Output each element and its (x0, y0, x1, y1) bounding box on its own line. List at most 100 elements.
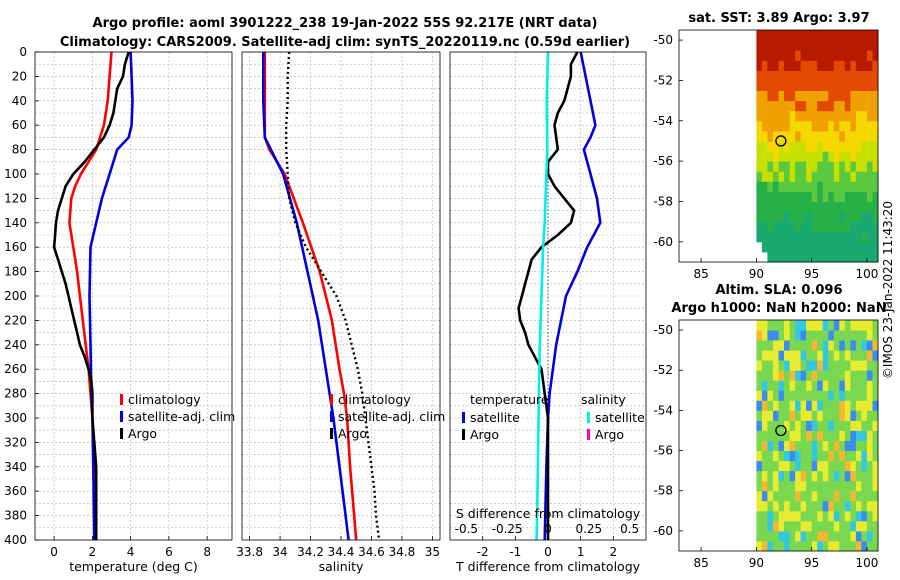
map-cell (866, 520, 873, 532)
map-cell (800, 40, 807, 51)
map-cell (767, 151, 774, 162)
map-cell (817, 120, 824, 132)
map-cell (761, 161, 768, 172)
map-cell (806, 80, 813, 91)
map-y-tick-label: -58 (653, 194, 673, 208)
map-cell (795, 201, 802, 213)
map-cell (828, 400, 835, 411)
map-cell (828, 211, 835, 223)
map-cell (806, 450, 813, 462)
map-cell (778, 100, 785, 112)
map-cell (761, 151, 768, 162)
map-cell (778, 211, 785, 223)
map-cell (861, 330, 868, 341)
map-cell (839, 130, 846, 142)
map-cell (844, 370, 851, 381)
map-cell (866, 450, 873, 462)
map-cell (872, 60, 879, 71)
y-tick-label: 80 (12, 143, 27, 157)
map-cell (784, 360, 790, 371)
map-cell (778, 520, 785, 532)
map-cell (872, 70, 879, 81)
map-cell (822, 400, 829, 411)
map-cell (861, 191, 868, 202)
legend-label: Argo (470, 427, 499, 442)
map-cell (795, 520, 802, 532)
map-cell (773, 420, 779, 431)
map-cell (784, 530, 790, 542)
map-cell (855, 410, 862, 421)
map-cell (850, 151, 857, 162)
map-cell (861, 400, 868, 411)
map-cell (795, 420, 802, 431)
map-cell (773, 141, 779, 152)
legend-label: satellite (595, 410, 645, 425)
map-cell (778, 201, 785, 213)
map-cell (872, 130, 879, 142)
main-title-line-1: Argo profile: aoml 3901222_238 19-Jan-20… (93, 16, 598, 31)
legend-swatch (462, 429, 465, 440)
map-cell (872, 100, 879, 112)
map-cell (850, 400, 857, 411)
map-cell (761, 410, 768, 421)
map-cell (872, 541, 879, 552)
map-cell (850, 480, 857, 492)
map-cell (767, 320, 774, 331)
map-cell (767, 390, 774, 401)
map-cell (817, 370, 824, 381)
map-cell (811, 70, 818, 81)
map-cell (861, 530, 868, 542)
map-cell (850, 450, 857, 462)
map-cell (800, 500, 807, 512)
map-cell (806, 500, 813, 512)
map-cell (811, 480, 818, 492)
map-cell (806, 211, 813, 223)
map-cell (872, 470, 879, 482)
plot-frame (34, 51, 233, 541)
map-cell (861, 350, 868, 361)
map-cell (778, 161, 785, 172)
map-cell (811, 221, 818, 233)
map-cell (811, 181, 818, 192)
map-cell (778, 221, 785, 233)
map-cell (767, 130, 774, 142)
map-cell (850, 191, 857, 202)
map-cell (850, 211, 857, 223)
map-cell (761, 330, 768, 341)
map-cell (872, 320, 879, 331)
map-cell (811, 110, 818, 122)
map-cell (756, 130, 763, 142)
map-cell (828, 410, 835, 421)
map-cell (767, 541, 774, 552)
map-cell (806, 120, 813, 132)
map-cell (784, 440, 790, 451)
map-cell (828, 60, 835, 71)
map-cell (773, 390, 779, 401)
map-cell (828, 201, 835, 213)
map-cell (789, 500, 796, 512)
map-cell (773, 460, 779, 472)
map-cell (844, 320, 851, 331)
map-cell (866, 211, 873, 223)
map-cell (800, 70, 807, 81)
map-cell (844, 90, 851, 102)
map-cell (761, 30, 768, 41)
map-cell (811, 360, 818, 371)
map-cell (784, 221, 790, 233)
map-cell (784, 181, 790, 192)
map-cell (839, 151, 846, 162)
map-cell (806, 100, 813, 112)
x-tick-label: 0 (544, 545, 552, 559)
map-cell (778, 30, 785, 41)
map-cell (833, 510, 840, 522)
map-cell (844, 120, 851, 132)
map-cell (833, 520, 840, 532)
map-cell (756, 161, 763, 172)
map-cell (767, 100, 774, 112)
map-cell (817, 340, 824, 351)
map-cell (756, 70, 763, 81)
map-cell (872, 410, 879, 421)
map-cell (844, 400, 851, 411)
map-cell (866, 40, 873, 51)
map-cell (795, 390, 802, 401)
